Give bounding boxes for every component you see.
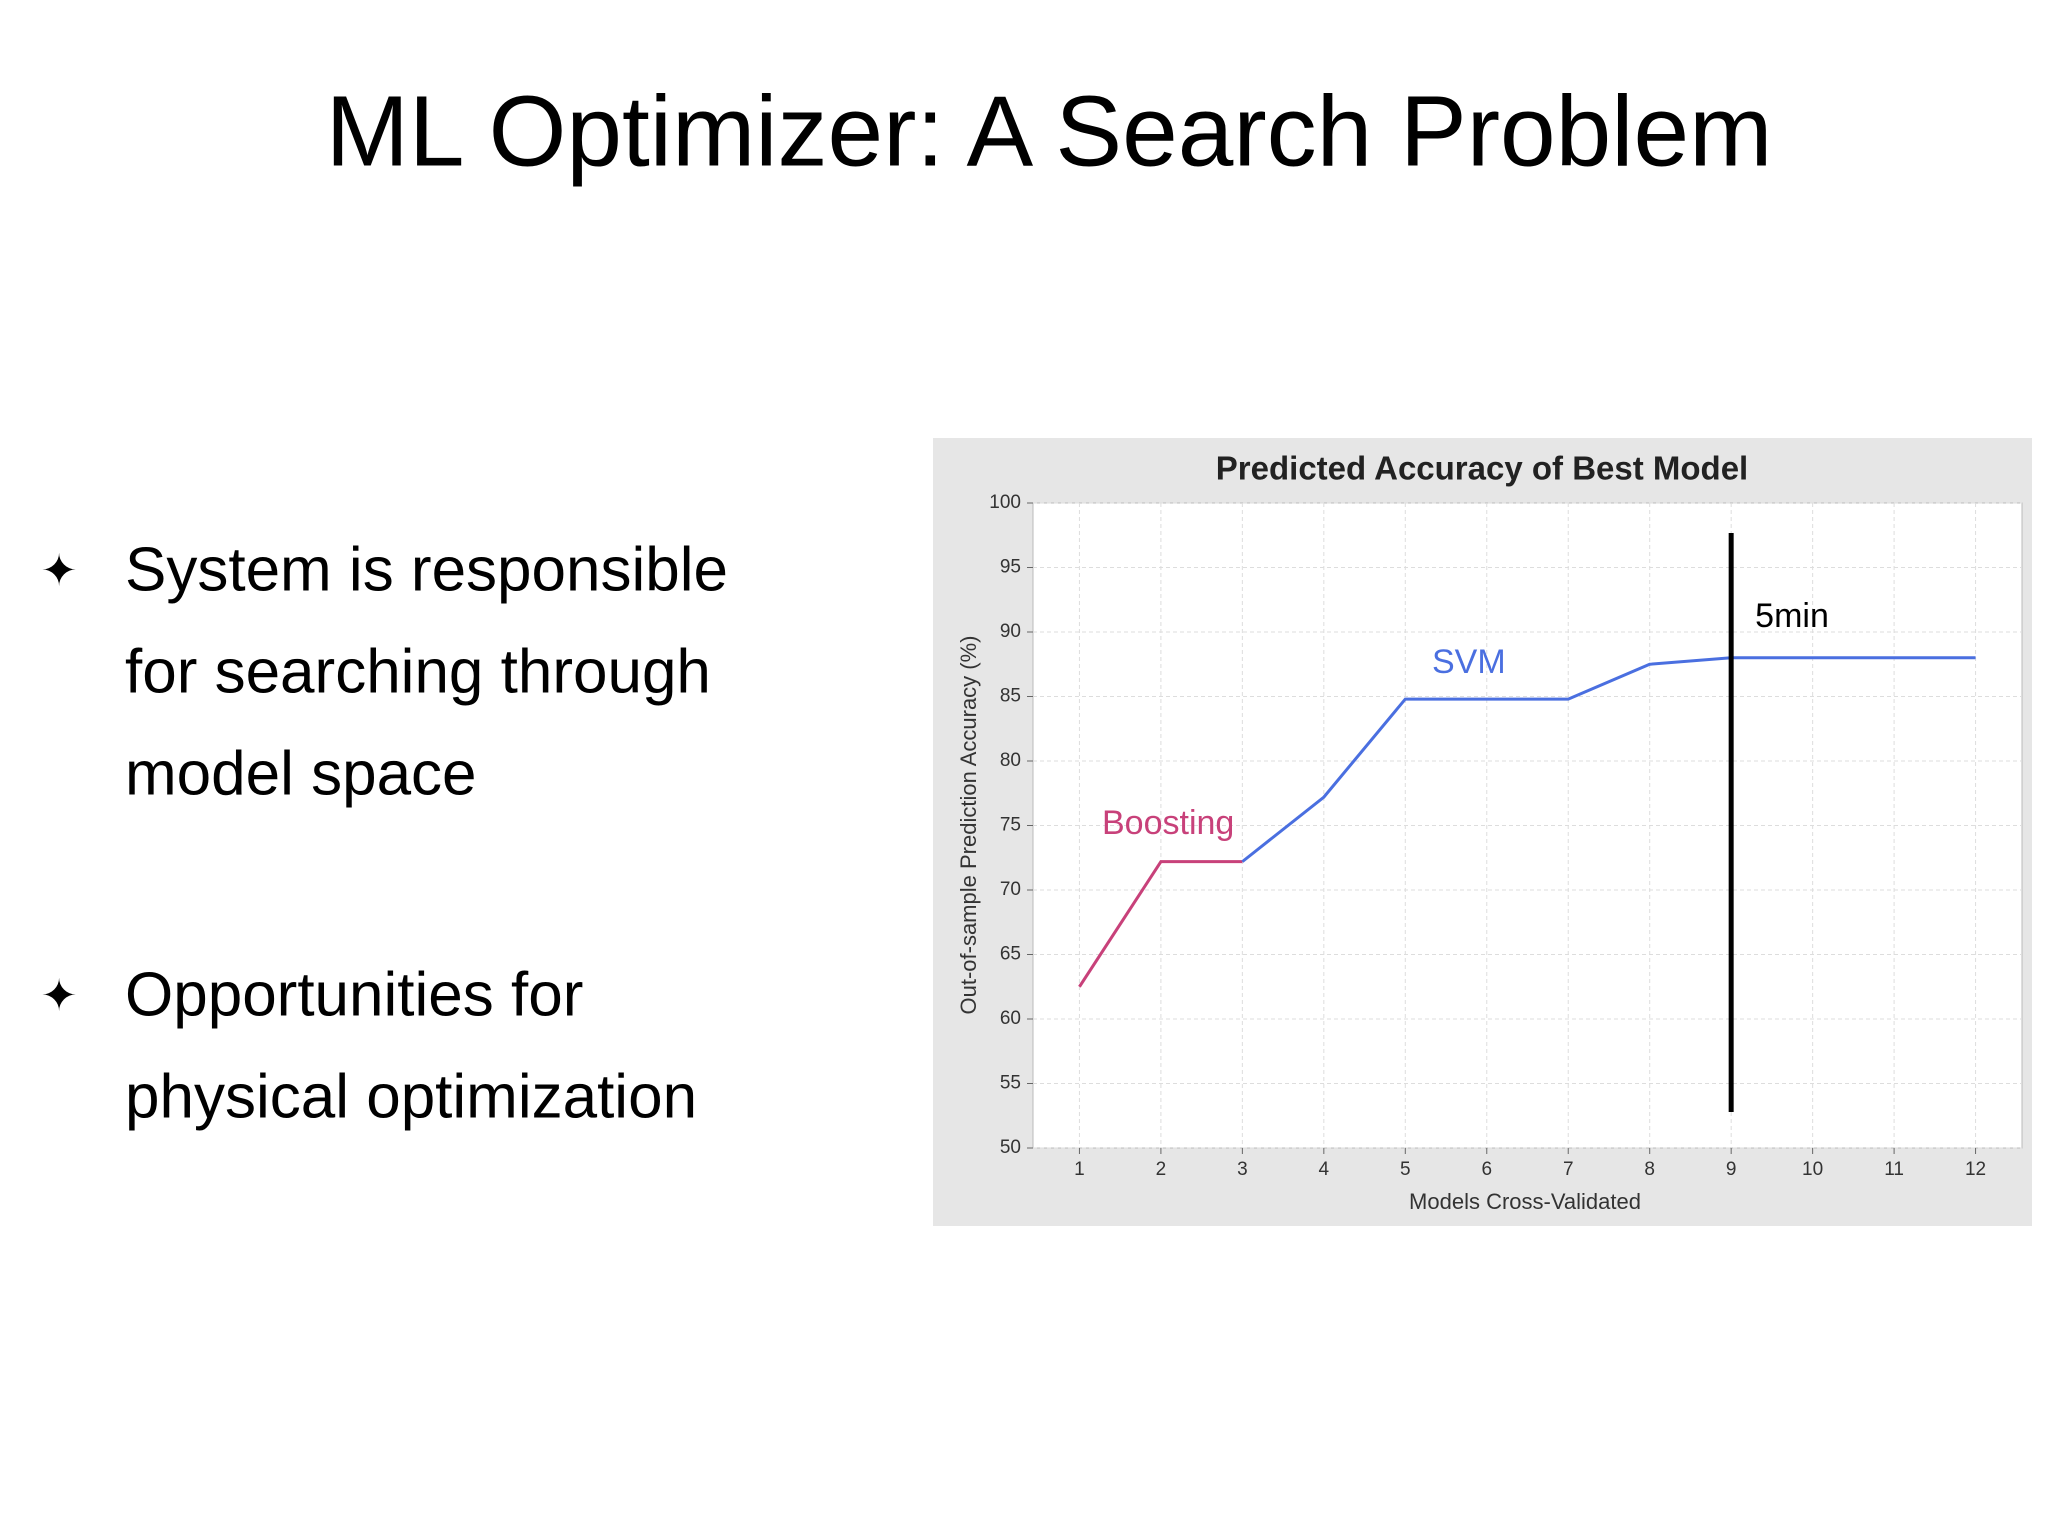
y-tick-label: 95 xyxy=(1000,557,1021,578)
x-tick-label: 7 xyxy=(1563,1159,1574,1180)
chart-title: Predicted Accuracy of Best Model xyxy=(1216,450,1748,487)
y-tick-label: 75 xyxy=(1000,815,1021,836)
bullet-icon: ✦ xyxy=(41,547,78,596)
x-tick-label: 11 xyxy=(1884,1159,1904,1180)
y-tick-label: 50 xyxy=(1000,1137,1021,1158)
y-tick-label: 65 xyxy=(1000,944,1021,965)
data-line xyxy=(1078,860,1243,988)
x-axis-label: Models Cross-Validated xyxy=(1409,1189,1641,1214)
y-tick-label: 80 xyxy=(1000,750,1021,771)
x-tick-label: 6 xyxy=(1481,1159,1492,1180)
y-tick-label: 100 xyxy=(989,492,1021,513)
y-tick-label: 90 xyxy=(1000,621,1021,642)
bullet-text: Opportunities for xyxy=(125,960,583,1029)
bullet-text: System is responsible xyxy=(125,535,728,604)
x-tick-label: 1 xyxy=(1074,1159,1085,1180)
bullet-text: model space xyxy=(125,739,477,808)
y-tick-label: 55 xyxy=(1000,1073,1021,1094)
x-tick-label: 4 xyxy=(1319,1159,1330,1180)
y-tick-label: 60 xyxy=(1000,1008,1021,1029)
marker-label: 5min xyxy=(1755,597,1829,635)
y-tick-label: 85 xyxy=(1000,686,1021,707)
y-tick-label: 70 xyxy=(1000,879,1021,900)
bullet-icon: ✦ xyxy=(41,972,78,1021)
series-label: SVM xyxy=(1432,643,1506,681)
bullet-text: for searching through xyxy=(125,637,711,706)
slide-title: ML Optimizer: A Search Problem xyxy=(326,75,1773,187)
data-line xyxy=(1241,656,1976,863)
x-tick-label: 5 xyxy=(1400,1159,1411,1180)
x-tick-label: 3 xyxy=(1237,1159,1248,1180)
x-tick-label: 8 xyxy=(1644,1159,1655,1180)
x-tick-label: 12 xyxy=(1965,1159,1986,1180)
y-axis-label: Out-of-sample Prediction Accuracy (%) xyxy=(956,635,981,1014)
x-tick-label: 9 xyxy=(1726,1159,1737,1180)
series-label: Boosting xyxy=(1102,804,1234,842)
x-tick-label: 10 xyxy=(1802,1159,1823,1180)
bullet-text: physical optimization xyxy=(125,1062,697,1131)
x-tick-label: 2 xyxy=(1156,1159,1167,1180)
